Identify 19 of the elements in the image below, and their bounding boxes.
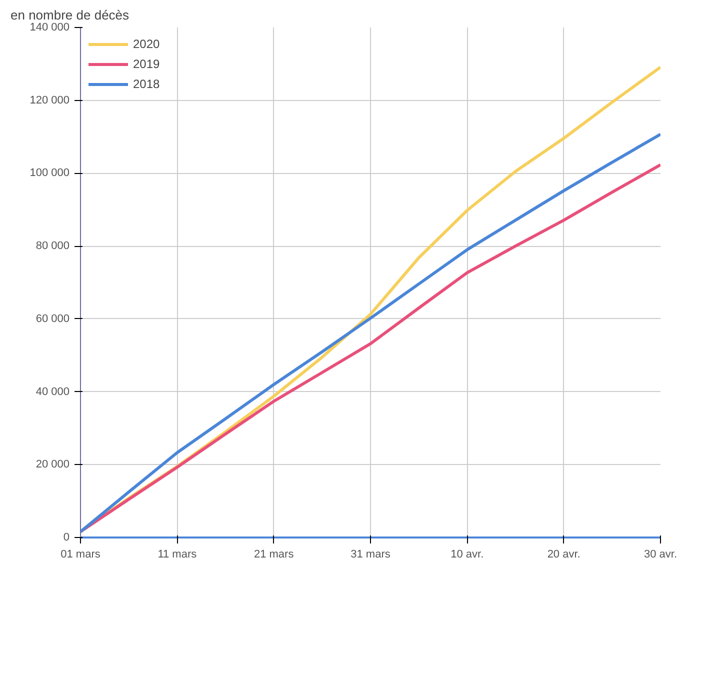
x-tick-label: 20 avr. xyxy=(547,548,580,560)
x-tick-label: 11 mars xyxy=(158,548,198,560)
y-tick-label: 100 000 xyxy=(30,167,70,180)
y-tick-label: 40 000 xyxy=(36,386,70,398)
y-tick-label: 140 000 xyxy=(30,22,70,34)
x-tick-label: 21 mars xyxy=(254,548,294,560)
y-axis-title: en nombre de décès xyxy=(10,8,130,22)
x-tick-label: 10 avr. xyxy=(450,548,484,560)
y-tick-label: 60 000 xyxy=(36,312,70,325)
y-tick-label: 20 000 xyxy=(36,458,70,471)
legend-label: 2018 xyxy=(133,76,160,93)
x-tick-label: 30 avr. xyxy=(644,548,678,560)
x-tick-label: 01 mars xyxy=(60,548,101,560)
x-tick-label: 31 mars xyxy=(350,548,391,560)
y-tick-label: 0 xyxy=(63,532,70,544)
legend-label: 2020 xyxy=(133,36,160,53)
y-tick-label: 120 000 xyxy=(30,94,70,106)
legend-label: 2019 xyxy=(133,56,160,73)
y-tick-label: 80 000 xyxy=(36,240,70,252)
